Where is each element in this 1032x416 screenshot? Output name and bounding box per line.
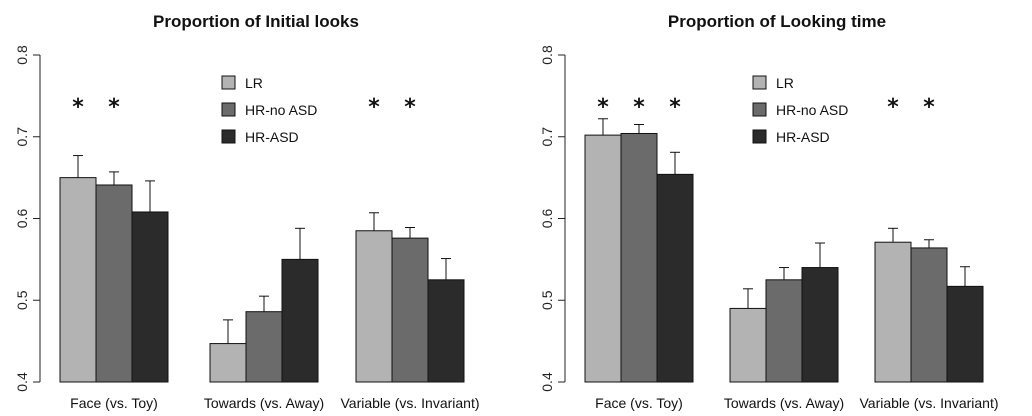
y-tick-label: 0.4 [14, 372, 30, 392]
bar [765, 279, 803, 383]
bar [584, 134, 622, 383]
legend-swatch [221, 129, 236, 144]
legend-label: LR [245, 75, 263, 91]
bar [656, 173, 694, 383]
legend-swatch [752, 75, 767, 90]
bar [131, 211, 169, 383]
significance-star: * [404, 95, 416, 120]
x-category-label: Towards (vs. Away) [724, 395, 844, 411]
significance-star: * [633, 95, 645, 120]
legend-label: HR-ASD [776, 129, 830, 145]
bar [355, 230, 393, 383]
significance-star: * [923, 95, 935, 120]
significance-star: * [669, 95, 681, 120]
y-tick-label: 0.6 [14, 209, 30, 229]
bar [946, 285, 984, 383]
y-tick-label: 0.6 [539, 209, 555, 229]
legend-label: HR-ASD [245, 129, 299, 145]
x-category-label: Variable (vs. Invariant) [340, 395, 479, 411]
significance-star: * [108, 95, 120, 120]
bar [245, 311, 283, 383]
significance-star: * [72, 95, 84, 120]
bar [95, 184, 133, 383]
legend-swatch [752, 129, 767, 144]
bar [910, 247, 948, 383]
bar [874, 241, 912, 383]
x-category-label: Face (vs. Toy) [70, 395, 158, 411]
bar [427, 279, 465, 383]
legend-label: HR-no ASD [245, 102, 317, 118]
legend-swatch [752, 102, 767, 117]
bar [391, 237, 429, 383]
y-tick-label: 0.8 [539, 45, 555, 65]
y-tick-label: 0.5 [539, 290, 555, 310]
bar [59, 177, 97, 383]
legend-swatch [221, 102, 236, 117]
chart-title: Proportion of Looking time [668, 12, 886, 31]
legend-label: HR-no ASD [776, 102, 848, 118]
significance-star: * [368, 95, 380, 120]
y-tick-label: 0.5 [14, 290, 30, 310]
x-category-label: Face (vs. Toy) [595, 395, 683, 411]
chart-initial-looks: Proportion of Initial looks 0.4 0.5 0.6 0.7 0… [14, 12, 480, 411]
x-category-label: Variable (vs. Invariant) [859, 395, 998, 411]
bar [620, 132, 658, 383]
y-tick-label: 0.8 [14, 45, 30, 65]
y-tick-label: 0.7 [14, 127, 30, 147]
legend-swatch [221, 75, 236, 90]
chart-looking-time: Proportion of Looking time 0.4 0.5 0.6 0.7 0.… [539, 12, 999, 411]
significance-star: * [887, 95, 899, 120]
y-tick-label: 0.4 [539, 372, 555, 392]
bar [801, 267, 839, 383]
bar [729, 307, 767, 383]
significance-star: * [597, 95, 609, 120]
x-category-label: Towards (vs. Away) [204, 395, 324, 411]
bar [281, 258, 319, 383]
y-tick-label: 0.7 [539, 127, 555, 147]
chart-title: Proportion of Initial looks [153, 12, 359, 31]
legend-label: LR [776, 75, 794, 91]
bar [209, 343, 247, 383]
